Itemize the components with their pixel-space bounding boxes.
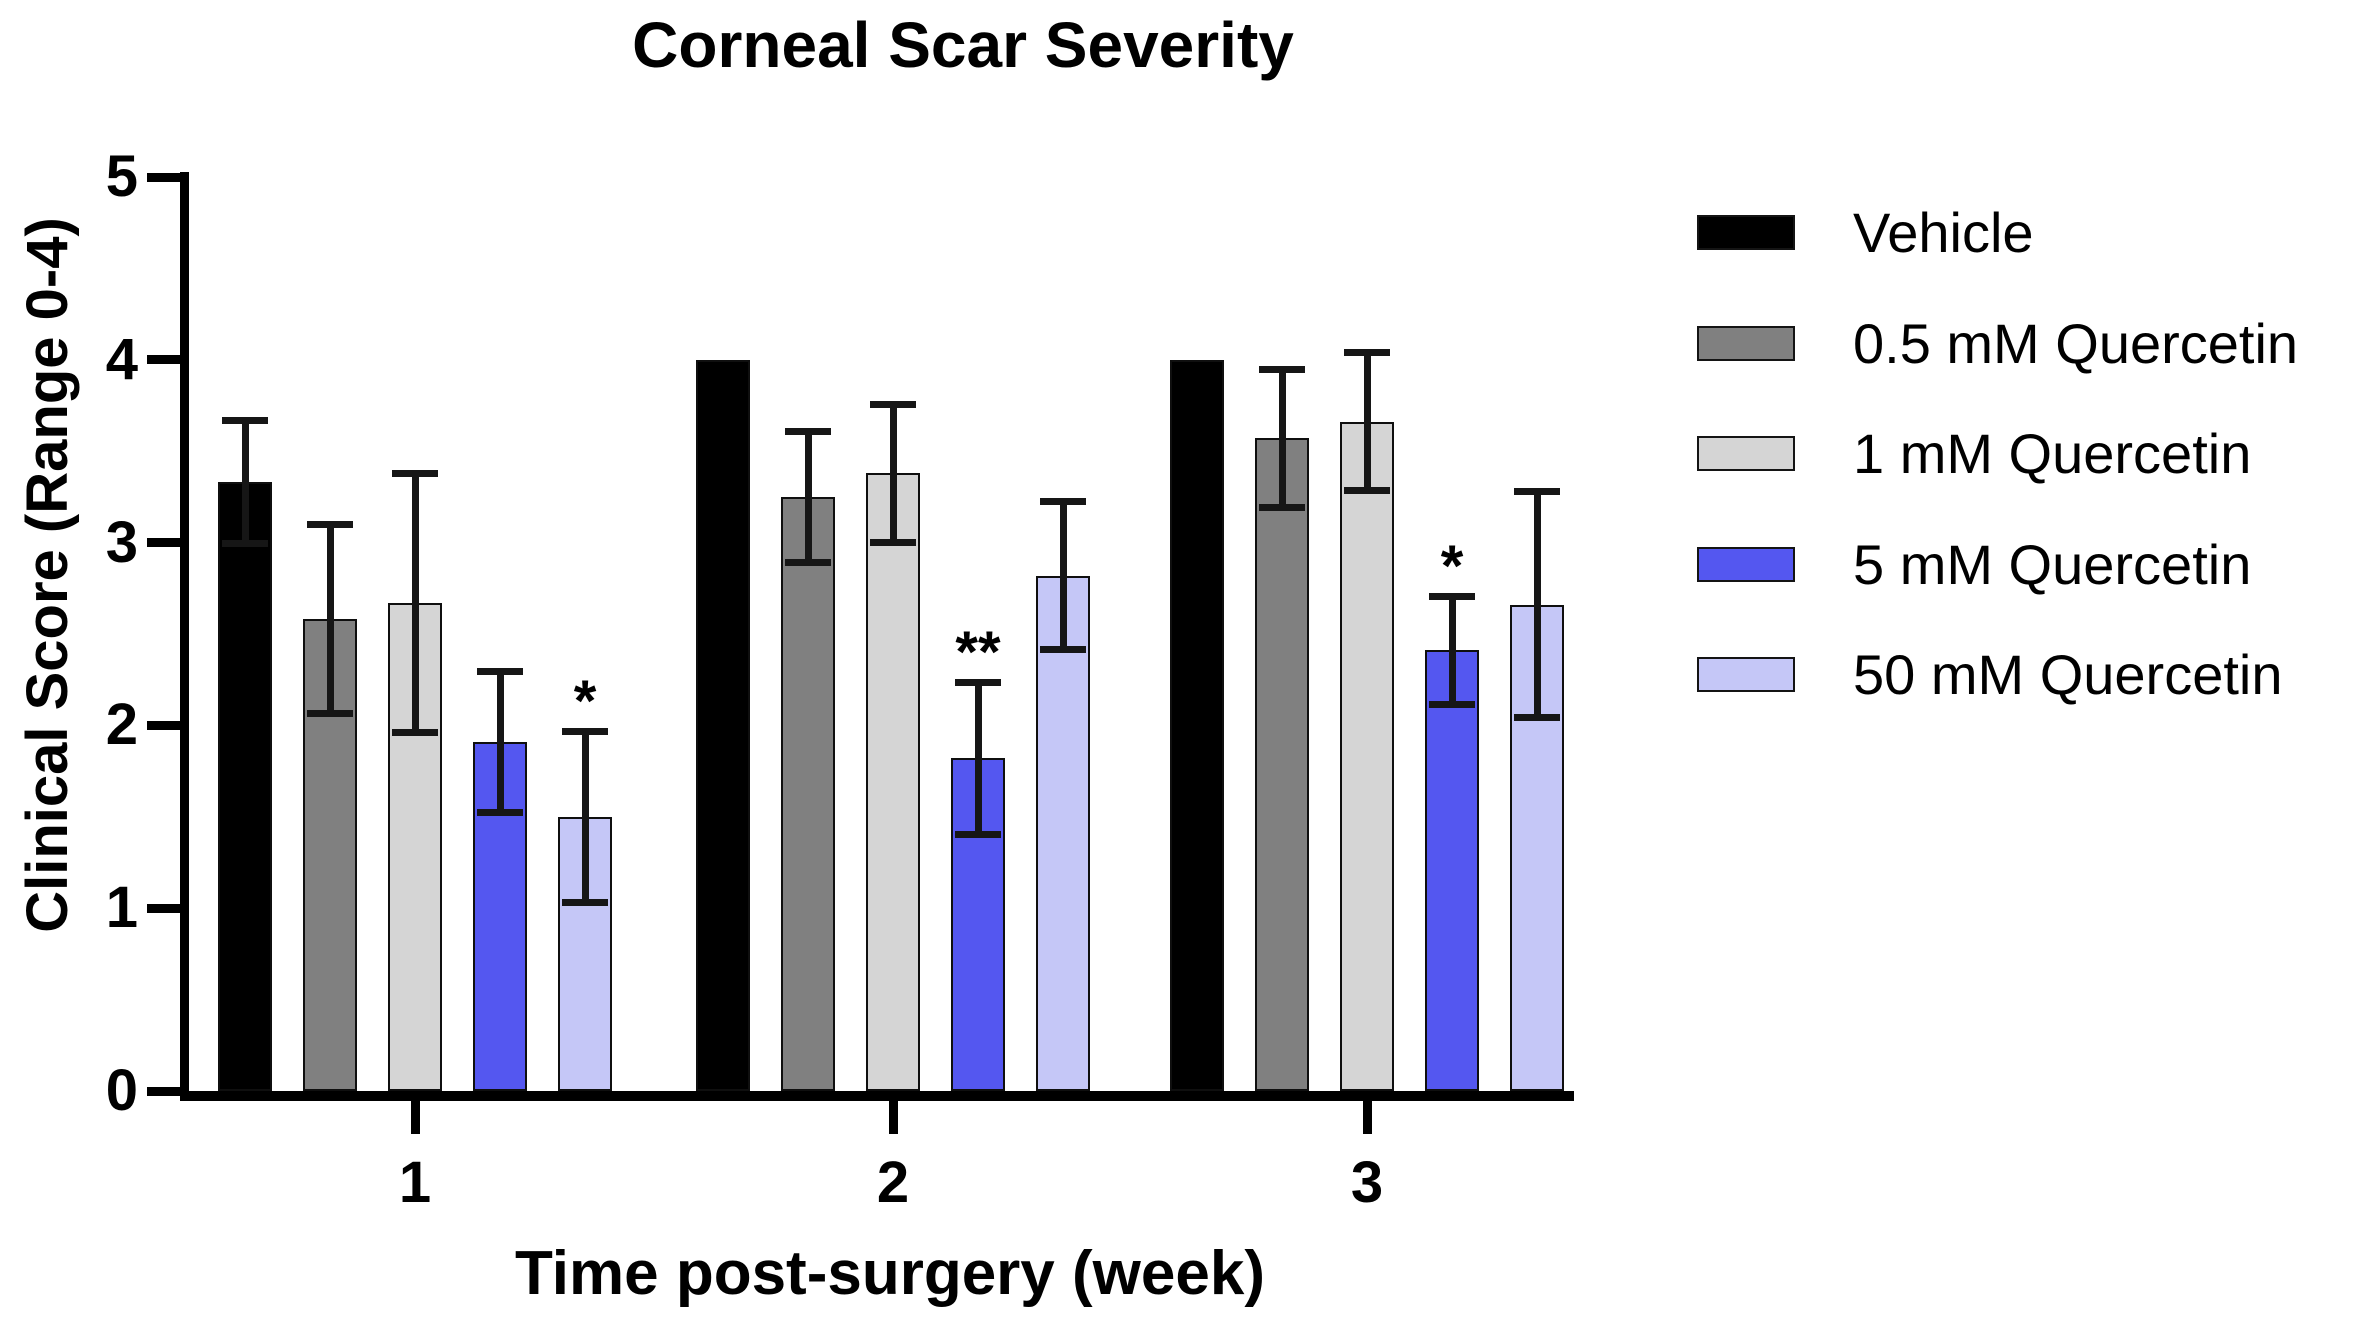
- error-bar-top-cap: [307, 521, 353, 528]
- error-bar-bottom-cap: [562, 899, 608, 906]
- error-bar-top-cap: [392, 470, 438, 477]
- error-bar: [890, 404, 897, 543]
- bar-1-mm-quercetin-week-2: [866, 473, 920, 1091]
- error-bar-top-cap: [477, 668, 523, 675]
- x-tick-label: 2: [876, 1150, 910, 1215]
- error-bar-bottom-cap: [870, 539, 916, 546]
- y-tick-label: 5: [105, 144, 138, 209]
- bar-vehicle-week-3: [1170, 360, 1224, 1091]
- y-tick-label: 3: [105, 510, 138, 575]
- bar-vehicle-week-1: [218, 482, 272, 1091]
- y-tick-label: 0: [105, 1058, 138, 1123]
- error-bar: [1364, 352, 1371, 491]
- significance-marker: *: [1440, 534, 1464, 599]
- bar-0-5-mm-quercetin-week-2: [781, 497, 835, 1091]
- legend-label: 5 mM Quercetin: [1853, 533, 2252, 596]
- error-bar-top-cap: [955, 679, 1001, 686]
- significance-marker: *: [573, 669, 597, 734]
- error-bar: [1534, 491, 1541, 718]
- legend-swatch: [1697, 436, 1795, 471]
- error-bar: [582, 731, 589, 903]
- legend-label: 1 mM Quercetin: [1853, 422, 2252, 485]
- error-bar-bottom-cap: [955, 831, 1001, 838]
- error-bar: [242, 420, 249, 544]
- y-tick-label: 1: [105, 875, 138, 940]
- error-bar-bottom-cap: [477, 809, 523, 816]
- y-tick: [147, 721, 180, 730]
- legend-label: 0.5 mM Quercetin: [1853, 312, 2299, 375]
- error-bar-top-cap: [222, 417, 268, 424]
- x-tick: [889, 1101, 898, 1134]
- error-bar-bottom-cap: [1344, 487, 1390, 494]
- error-bar: [1060, 501, 1067, 651]
- y-tick-label: 2: [105, 692, 138, 757]
- error-bar-top-cap: [1040, 498, 1086, 505]
- error-bar-bottom-cap: [1040, 646, 1086, 653]
- legend-swatch: [1697, 547, 1795, 582]
- x-axis-line: [180, 1091, 1574, 1101]
- error-bar: [1279, 369, 1286, 508]
- y-tick: [147, 1087, 180, 1096]
- legend-label: Vehicle: [1853, 201, 2034, 264]
- error-bar-top-cap: [1429, 593, 1475, 600]
- error-bar-bottom-cap: [307, 710, 353, 717]
- legend-swatch: [1697, 326, 1795, 361]
- y-tick: [147, 538, 180, 547]
- error-bar-top-cap: [870, 401, 916, 408]
- x-tick: [1363, 1101, 1372, 1134]
- bar-1-mm-quercetin-week-3: [1340, 422, 1394, 1091]
- y-axis-line: [180, 172, 189, 1101]
- error-bar: [412, 473, 419, 733]
- chart-title: Corneal Scar Severity: [632, 9, 1294, 81]
- bar-5-mm-quercetin-week-3: [1425, 650, 1479, 1091]
- error-bar-top-cap: [562, 728, 608, 735]
- error-bar-bottom-cap: [222, 540, 268, 547]
- bar-vehicle-week-2: [696, 360, 750, 1091]
- legend-label: 50 mM Quercetin: [1853, 643, 2283, 706]
- error-bar-bottom-cap: [1429, 701, 1475, 708]
- legend-swatch: [1697, 657, 1795, 692]
- error-bar: [805, 431, 812, 563]
- error-bar-bottom-cap: [392, 729, 438, 736]
- y-tick-label: 4: [105, 327, 138, 392]
- bar-50-mm-quercetin-week-2: [1036, 576, 1090, 1091]
- x-tick: [411, 1101, 420, 1134]
- error-bar: [1449, 596, 1456, 706]
- y-tick: [147, 904, 180, 913]
- legend-swatch: [1697, 215, 1795, 250]
- bar-0-5-mm-quercetin-week-3: [1255, 438, 1309, 1091]
- error-bar-bottom-cap: [1259, 504, 1305, 511]
- x-tick-label: 3: [1350, 1150, 1384, 1215]
- error-bar: [497, 671, 504, 814]
- error-bar-top-cap: [785, 428, 831, 435]
- x-tick-label: 1: [398, 1150, 432, 1215]
- significance-marker: **: [955, 620, 1001, 685]
- error-bar-top-cap: [1259, 366, 1305, 373]
- error-bar-bottom-cap: [785, 559, 831, 566]
- error-bar-top-cap: [1514, 488, 1560, 495]
- error-bar: [327, 524, 334, 714]
- error-bar-bottom-cap: [1514, 714, 1560, 721]
- y-tick: [147, 355, 180, 364]
- error-bar: [975, 682, 982, 836]
- x-axis-label: Time post-surgery (week): [515, 1239, 1265, 1308]
- error-bar-top-cap: [1344, 349, 1390, 356]
- y-tick: [147, 173, 180, 182]
